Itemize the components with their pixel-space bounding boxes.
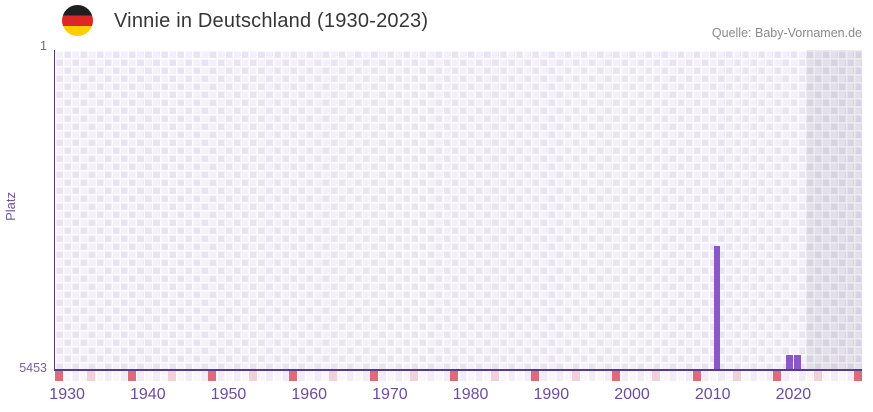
page-title: Vinnie in Deutschland (1930-2023) <box>114 10 429 32</box>
x-tick-label: 2000 <box>614 386 650 403</box>
axis-mark-red <box>289 371 298 381</box>
axis-mark-pink <box>410 371 419 381</box>
y-axis-top-label: 1 <box>40 39 47 53</box>
axis-mark-pink <box>652 371 661 381</box>
german-flag-icon <box>62 5 93 36</box>
x-tick-label: 1940 <box>130 386 166 403</box>
axis-mark-pink <box>571 371 580 381</box>
axis-mark-pink <box>329 371 338 381</box>
axis-mark-red <box>369 371 378 381</box>
x-tick-label: 1980 <box>452 386 489 403</box>
axis-mark-red <box>692 371 701 381</box>
plot-area <box>55 50 862 369</box>
axis-mark-pink <box>732 371 741 381</box>
bar-2020 <box>794 354 801 369</box>
x-tick-label: 2020 <box>775 386 812 403</box>
axis-mark-red <box>208 371 217 381</box>
x-tick-label: 1930 <box>49 386 85 403</box>
bar-2019 <box>786 354 793 369</box>
y-axis-bottom-label: 5453 <box>19 361 47 375</box>
x-tick-label: 2010 <box>694 386 731 403</box>
axis-mark-pink <box>168 371 176 381</box>
axis-mark-pink <box>87 371 96 381</box>
axis-mark-red <box>611 371 620 381</box>
source-text: Quelle: Baby-Vornamen.de <box>711 26 862 40</box>
axis-mark-pink <box>490 371 499 381</box>
axis-mark-red <box>531 371 540 381</box>
x-tick-label: 1950 <box>210 386 247 403</box>
x-tick-label: 1990 <box>533 386 570 403</box>
axis-mark-red <box>127 371 136 381</box>
y-axis-title: Platz <box>3 192 18 221</box>
bar-2010 <box>713 245 720 369</box>
x-axis-line <box>53 368 862 371</box>
axis-mark-red <box>853 371 862 381</box>
x-tick-label: 1960 <box>291 386 327 403</box>
axis-mark-pink <box>248 371 257 381</box>
no-data-region-overlay <box>805 50 862 369</box>
x-tick-label: 1970 <box>372 386 408 403</box>
axis-marks-strip <box>55 371 862 381</box>
axis-mark-red <box>450 371 459 381</box>
axis-mark-red <box>55 371 63 381</box>
axis-mark-red <box>773 371 782 381</box>
axis-mark-pink <box>813 371 822 381</box>
y-axis-line <box>53 50 56 370</box>
